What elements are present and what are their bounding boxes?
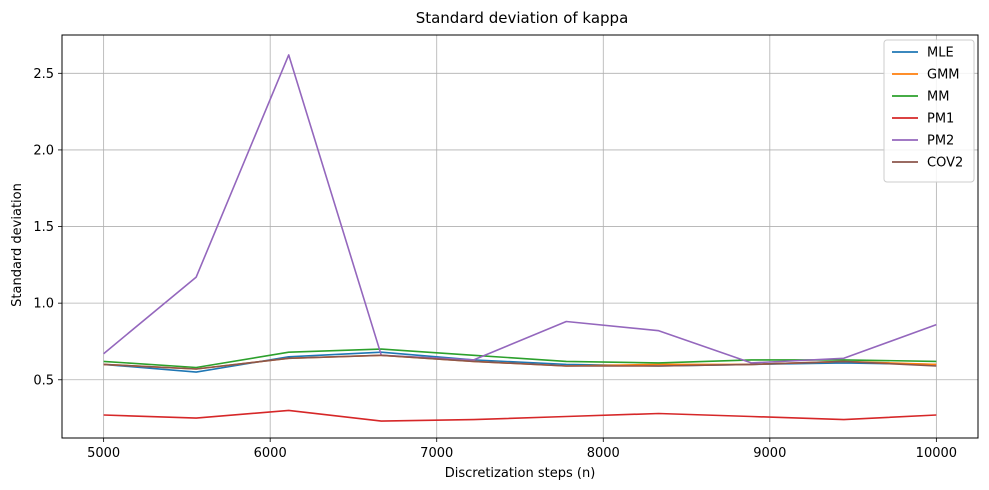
series-layer bbox=[103, 54, 937, 422]
y-tick-label: 0.5 bbox=[33, 373, 54, 388]
legend-label-mle: MLE bbox=[927, 46, 954, 61]
plot-area-frame bbox=[61, 34, 979, 439]
x-tick-label: 5000 bbox=[87, 446, 120, 461]
legend-label-pm1: PM1 bbox=[927, 112, 954, 127]
legend-label-pm2: PM2 bbox=[927, 134, 954, 149]
x-tick-label: 7000 bbox=[420, 446, 453, 461]
series-line-pm1 bbox=[103, 409, 937, 422]
x-tick-label: 9000 bbox=[753, 446, 786, 461]
legend-box bbox=[883, 39, 975, 183]
legend-label-mm: MM bbox=[927, 90, 949, 105]
series-line-cov2 bbox=[103, 354, 937, 370]
x-tick-label: 6000 bbox=[254, 446, 287, 461]
y-tick-label: 2.5 bbox=[33, 67, 54, 82]
series-line-pm2 bbox=[103, 54, 937, 364]
y-tick-label: 2.0 bbox=[33, 143, 54, 158]
x-axis-label: Discretization steps (n) bbox=[445, 466, 596, 481]
legend-label-cov2: COV2 bbox=[927, 156, 963, 171]
y-axis-label: Standard deviation bbox=[10, 183, 25, 307]
y-axis-ticks: 0.5 1.0 1.5 2.0 2.5 bbox=[33, 67, 62, 388]
y-tick-label: 1.0 bbox=[33, 297, 54, 312]
legend: MLE GMM MM PM1 PM2 COV2 bbox=[883, 39, 975, 183]
x-tick-label: 10000 bbox=[916, 446, 957, 461]
legend-label-gmm: GMM bbox=[927, 68, 960, 83]
y-tick-label: 1.5 bbox=[33, 220, 54, 235]
x-tick-label: 8000 bbox=[587, 446, 620, 461]
chart-title: Standard deviation of kappa bbox=[416, 9, 629, 27]
x-axis-ticks: 5000 6000 7000 8000 9000 10000 bbox=[87, 438, 957, 461]
grid-lines bbox=[62, 35, 978, 438]
